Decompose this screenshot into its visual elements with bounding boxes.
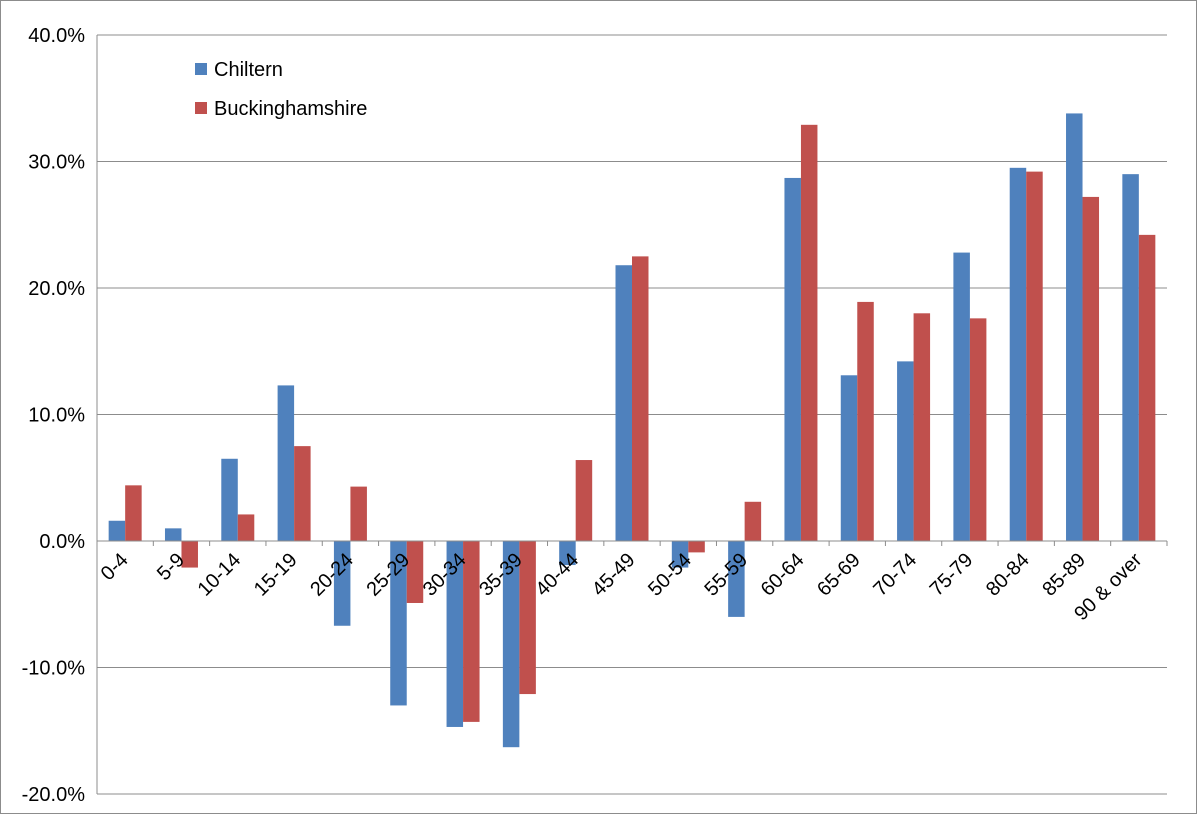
bar-buckinghamshire-20-24 — [350, 486, 367, 541]
bar-chiltern-70-74 — [897, 361, 914, 541]
bar-chiltern-90-over — [1122, 174, 1139, 541]
bar-chiltern-65-69 — [840, 375, 858, 541]
bar-chiltern-45-49 — [615, 265, 632, 541]
y-tick-label: -20.0% — [22, 784, 86, 806]
bar-chiltern-15-19 — [277, 385, 295, 541]
bars — [108, 113, 1156, 748]
bar-chiltern-85-89 — [1066, 113, 1083, 542]
x-category-label: 75-79 — [926, 549, 978, 601]
bar-chiltern-50-54 — [671, 541, 689, 568]
x-category-label: 0-4 — [97, 549, 133, 585]
bar-buckinghamshire-45-49 — [632, 256, 649, 541]
bar-chiltern-40-44 — [559, 541, 576, 566]
bar-buckinghamshire-25-29 — [406, 541, 424, 603]
x-category-label: 65-69 — [813, 549, 865, 601]
y-tick-label: 40.0% — [28, 25, 85, 47]
bar-chiltern-25-29 — [390, 541, 407, 706]
bar-buckinghamshire-65-69 — [857, 301, 874, 541]
y-tick-label: 10.0% — [28, 405, 85, 427]
bar-chiltern-20-24 — [333, 541, 351, 626]
bar-chiltern-10-14 — [221, 458, 238, 541]
axes — [96, 35, 1168, 794]
bar-buckinghamshire-50-54 — [688, 541, 705, 553]
bar-buckinghamshire-60-64 — [800, 124, 818, 541]
y-axis-tick-labels: 40.0% 30.0% 20.0% 10.0% 0.0% -10.0% -20.0% — [22, 25, 86, 806]
bar-chiltern-60-64 — [784, 177, 801, 541]
bar-chiltern-5-9 — [164, 528, 182, 541]
bar-buckinghamshire-80-84 — [1026, 171, 1043, 541]
x-category-label: 10-14 — [194, 549, 246, 601]
bar-chiltern-0-4 — [108, 520, 126, 541]
x-category-label: 85-89 — [1038, 549, 1090, 601]
bar-buckinghamshire-0-4 — [125, 485, 142, 541]
bar-buckinghamshire-90-over — [1138, 234, 1156, 541]
bar-chiltern-55-59 — [728, 541, 745, 617]
bar-chiltern-30-34 — [446, 541, 464, 727]
bar-chiltern-35-39 — [502, 541, 520, 748]
bar-buckinghamshire-30-34 — [463, 541, 480, 722]
legend-swatch-buckinghamshire — [195, 102, 207, 114]
y-tick-label: 0.0% — [39, 531, 85, 553]
bar-buckinghamshire-5-9 — [181, 541, 198, 568]
bar-buckinghamshire-70-74 — [913, 313, 931, 541]
legend-swatch-chiltern — [195, 63, 207, 75]
y-tick-label: 20.0% — [28, 278, 85, 300]
y-tick-label: 30.0% — [28, 152, 85, 174]
x-category-label: 70-74 — [869, 549, 921, 601]
bar-buckinghamshire-75-79 — [969, 318, 987, 541]
x-category-label: 15-19 — [250, 549, 302, 601]
x-category-label: 45-49 — [588, 549, 640, 601]
bar-buckinghamshire-55-59 — [744, 501, 762, 541]
bar-buckinghamshire-40-44 — [575, 460, 593, 541]
legend-label-chiltern: Chiltern — [214, 59, 283, 81]
bar-buckinghamshire-15-19 — [294, 446, 311, 541]
x-category-label: 80-84 — [982, 549, 1034, 601]
bar-chiltern-75-79 — [953, 252, 970, 541]
bar-buckinghamshire-35-39 — [519, 541, 536, 695]
bar-chiltern-80-84 — [1009, 167, 1027, 541]
bar-buckinghamshire-85-89 — [1082, 196, 1100, 542]
legend: Chiltern Buckinghamshire — [195, 59, 367, 120]
legend-label-buckinghamshire: Buckinghamshire — [214, 98, 367, 120]
y-tick-label: -10.0% — [22, 658, 86, 680]
bar-buckinghamshire-10-14 — [237, 514, 255, 541]
x-axis-category-labels: 0-4 5-9 10-14 15-19 20-24 25-29 30-34 35-39 40-4… — [97, 549, 1147, 625]
x-category-label: 60-64 — [757, 549, 809, 601]
